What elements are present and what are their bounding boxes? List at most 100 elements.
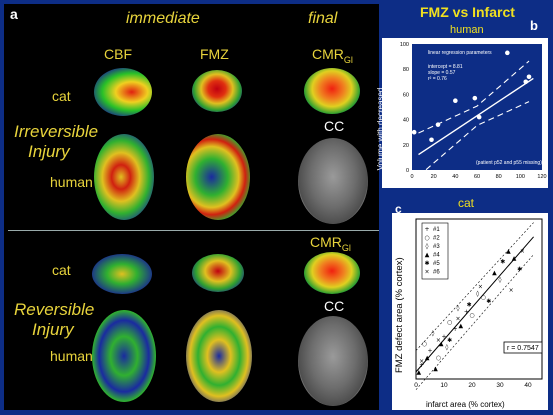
panel-b-x-tick-label: 40 xyxy=(452,174,458,180)
panel-a: a immediate final CBF FMZ CMRGl cat Irre… xyxy=(4,4,379,410)
header-final: final xyxy=(308,10,338,27)
fmz-human-scan-reversible xyxy=(186,310,252,402)
panel-c-legend-marker: ▲ xyxy=(425,252,430,259)
panel-c-legend-label: #6 xyxy=(433,270,440,276)
panel-c-data-point: + xyxy=(419,362,424,369)
panel-b-x-tick-label: 80 xyxy=(496,174,502,180)
panel-c-data-point: × xyxy=(419,358,424,365)
panel-c-x-tick-label: 20 xyxy=(468,382,476,389)
fmz-cat-scan-reversible xyxy=(192,254,244,292)
panel-c-data-point: ◊ xyxy=(499,276,502,283)
panel-c-data-point: ✱ xyxy=(486,298,491,305)
reversible-injury-label: Reversible Injury xyxy=(14,300,95,339)
panel-c-data-point: + xyxy=(453,326,458,333)
panel-c-data-point: × xyxy=(520,248,525,255)
panel-c-legend-marker: × xyxy=(424,269,429,276)
panel-a-divider xyxy=(8,230,379,231)
panel-b-x-tick-label: 60 xyxy=(474,174,480,180)
cbf-human-scan-reversible xyxy=(92,310,156,402)
panel-b-y-tick-label: 20 xyxy=(403,143,409,149)
panel-b-x-tick-label: 0 xyxy=(410,174,413,180)
panel-c-data-point: ▲ xyxy=(425,355,430,362)
human-label-top: human xyxy=(50,174,93,190)
panel-b-data-point xyxy=(472,95,478,101)
ct-human-scan-reversible xyxy=(298,316,368,406)
panel-b-letter: b xyxy=(530,18,538,33)
column-cbf-label: CBF xyxy=(104,46,132,62)
panel-b-plot-area xyxy=(412,44,542,170)
human-label-bottom: human xyxy=(50,348,93,364)
panel-b-legend-slope: slope = 0.57 xyxy=(428,70,456,76)
panel-c-legend-label: #5 xyxy=(433,261,440,267)
panel-c-data-point: ◊ xyxy=(457,305,460,312)
panel-c-data-point: ✱ xyxy=(517,266,522,273)
panel-c-data-point: ▲ xyxy=(433,365,438,372)
panel-c-legend-label: #3 xyxy=(433,244,440,250)
panel-c-data-point: ◊ xyxy=(431,330,434,337)
panel-c-xlabel: infarct area (% cortex) xyxy=(426,400,505,409)
cc-label-bottom: CC xyxy=(324,298,345,314)
panel-c-letter: c xyxy=(395,202,402,216)
panel-c-legend-label: #2 xyxy=(433,236,440,242)
panel-b-x-tick-label: 20 xyxy=(431,174,437,180)
column-fmz-label: FMZ xyxy=(200,46,229,62)
panel-c-data-point: ▲ xyxy=(492,269,497,276)
panel-c-data-point: ○ xyxy=(481,294,486,301)
panel-b-legend-r: r² = 0.76 xyxy=(428,76,447,82)
cbf-cat-scan-reversible xyxy=(92,254,152,294)
panel-c-regression-line xyxy=(415,236,534,373)
panel-c-data-point: ✱ xyxy=(447,337,452,344)
panel-b-y-tick-label: 40 xyxy=(403,118,409,124)
panel-b-data-point xyxy=(523,79,529,85)
panel-c-data-point: × xyxy=(509,287,514,294)
panel-c-data-point: ✱ xyxy=(500,259,505,266)
panel-b-data-point xyxy=(505,50,510,56)
panel-b-data-point xyxy=(429,137,434,143)
panel-c-upper-band xyxy=(415,222,534,351)
panel-c-data-point: × xyxy=(478,284,483,291)
cbf-cat-scan-irreversible xyxy=(94,68,152,116)
panel-c-data-point: ◊ xyxy=(445,344,448,351)
panel-b-subtitle: human xyxy=(450,24,484,36)
panel-b-y-tick-label: 80 xyxy=(403,67,409,73)
panel-c-data-point: + xyxy=(464,308,469,315)
panel-c-data-point: × xyxy=(436,337,441,344)
irreversible-injury-label: Irreversible Injury xyxy=(14,122,99,161)
fmz-cat-scan-irreversible xyxy=(192,70,242,112)
panel-c-data-point: ▲ xyxy=(506,248,511,255)
panel-b-data-point xyxy=(435,122,441,127)
panel-b-svg: 0 20 40 60 80 100 120 0 20 40 60 80 100 linear regr… xyxy=(382,38,548,188)
panel-c-data-point: × xyxy=(455,316,460,323)
panel-c-x-tick-label: 0 xyxy=(414,382,418,389)
panel-a-letter: a xyxy=(10,6,18,22)
panel-b-ylabel: Volume with decreased FMZ-binding in ccm xyxy=(376,87,394,171)
panel-b-cat-label: cat xyxy=(458,196,475,210)
panel-c-svg: +++++○○○○○◊◊◊◊◊▲▲▲▲▲▲▲▲✱✱✱✱✱×××××× 0 10 20… xyxy=(394,218,543,409)
panel-c-x-tick-label: 10 xyxy=(440,382,448,389)
panel-c-chart: + + + + + ○ ○ ○ ○ ○ ◊ ◊ ◊ ◊ ◊ ▲ ▲ ▲ ▲ ▲ ▲ ▲ ▲ ✱ ✱ ✱ ✱ ✱ × × × × × × 0 10 20… xyxy=(392,213,548,410)
panel-b-data-point xyxy=(476,114,482,120)
cat-label-bottom: cat xyxy=(52,262,71,278)
panel-c-legend-box xyxy=(421,222,449,280)
panel-b-title: FMZ vs Infarct xyxy=(420,4,515,20)
panel-b-data-point xyxy=(453,98,458,103)
panel-b-x-tick-label: 120 xyxy=(537,174,546,180)
fmz-human-scan-irreversible xyxy=(186,134,250,220)
header-immediate: immediate xyxy=(126,10,200,27)
cmrgl-cat-scan-irreversible xyxy=(304,68,360,114)
cmrgl-label-bottom: CMRGl xyxy=(310,234,351,253)
panel-c-data-point: ▲ xyxy=(512,255,517,262)
panel-c-legend-marker: ○ xyxy=(424,235,429,242)
panel-b-legend-intercept: intercept = 8.81 xyxy=(428,64,463,70)
panel-c-data-point: ○ xyxy=(469,312,474,319)
panel-c-r-box xyxy=(503,341,543,354)
panel-b-y-tick-label: 100 xyxy=(400,42,409,48)
panel-b-confidence-band-lower xyxy=(418,101,530,177)
panel-c-r-label: r = 0.7547 xyxy=(507,345,539,352)
panel-c-data-point: ▲ xyxy=(439,340,444,347)
panel-c-data-point: ○ xyxy=(447,319,452,326)
cbf-human-scan-irreversible xyxy=(94,134,154,220)
panel-c-lower-band xyxy=(415,254,534,390)
panel-b-footnote: (patient p52 and p55 missing) xyxy=(476,160,542,166)
panel-c-legend-label: #4 xyxy=(433,253,440,259)
